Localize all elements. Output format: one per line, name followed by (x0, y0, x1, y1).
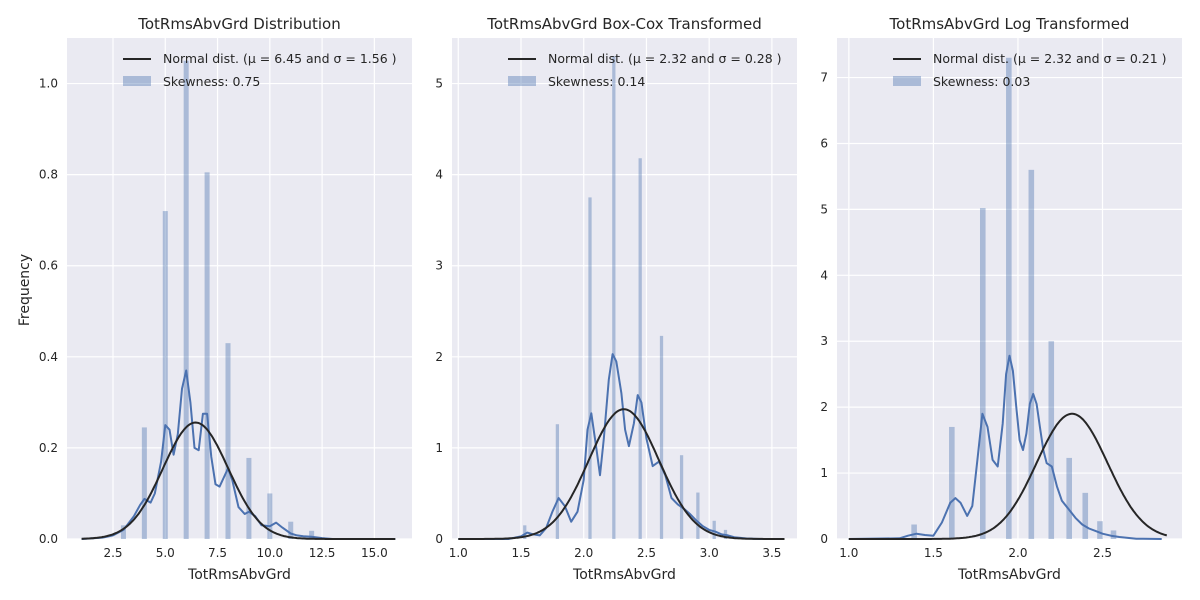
chart-title: TotRmsAbvGrd Log Transformed (889, 15, 1130, 33)
legend: Normal dist. (μ = 2.32 and σ = 0.28 ) Ske… (508, 51, 782, 89)
y-tick-label: 2 (435, 350, 443, 364)
histogram-bar (1082, 492, 1089, 539)
legend: Normal dist. (μ = 6.45 and σ = 1.56 ) Ske… (123, 51, 397, 89)
chart-panel-3: 1.0 1.5 2.0 2.5 0 1 2 3 4 5 6 7 TotRmsAbvGrd Log Tra… (820, 15, 1182, 583)
x-axis-label: TotRmsAbvGrd (187, 567, 291, 583)
y-tick-label: 4 (820, 268, 828, 282)
x-tick-label: 2.0 (574, 546, 593, 560)
y-tick-label: 0.4 (39, 350, 58, 364)
histogram-bar (1110, 530, 1117, 539)
histogram-bar (911, 524, 917, 539)
y-tick-label: 4 (435, 168, 443, 182)
legend-hist-swatch (893, 76, 921, 86)
histogram-bar (659, 335, 664, 539)
x-tick-label: 7.5 (208, 546, 227, 560)
histogram-bar (1028, 169, 1035, 539)
x-tick-label: 1.5 (924, 546, 943, 560)
plot-area (452, 38, 797, 539)
kde-line (81, 369, 396, 540)
y-tick-label: 0.6 (39, 259, 58, 273)
x-tick-label: 2.5 (637, 546, 656, 560)
y-tick-label: 5 (435, 77, 443, 91)
x-tick-label: 1.5 (511, 546, 530, 560)
legend-normal-label: Normal dist. (μ = 2.32 and σ = 0.28 ) (548, 51, 782, 66)
histogram-bar (309, 530, 315, 539)
normal-fit-line (81, 421, 396, 540)
x-tick-label: 10.0 (256, 546, 283, 560)
legend-hist-label: Skewness: 0.03 (933, 74, 1030, 89)
histogram-bar (612, 56, 616, 540)
histogram-bar (204, 172, 210, 540)
x-tick-label: 3.0 (700, 546, 719, 560)
histogram-bar (588, 197, 592, 539)
y-tick-label: 7 (820, 71, 828, 85)
normal-fit-line (848, 412, 1168, 540)
y-tick-label: 0.0 (39, 532, 58, 546)
y-tick-label: 1.0 (39, 77, 58, 91)
kde-line (458, 353, 785, 540)
y-tick-label: 0.2 (39, 441, 58, 455)
x-tick-label: 2.5 (1093, 546, 1112, 560)
x-tick-label: 1.0 (449, 546, 468, 560)
histogram-bar (949, 426, 955, 539)
normal-fit-line (458, 408, 785, 540)
histogram-bar (120, 525, 126, 539)
histogram-bar (183, 60, 189, 539)
y-tick-label: 5 (820, 202, 828, 216)
histogram-bar (162, 211, 168, 539)
y-tick-label: 0 (820, 532, 828, 546)
histogram-bar (1066, 457, 1072, 539)
histogram-bar (1048, 341, 1055, 539)
legend-hist-label: Skewness: 0.75 (163, 74, 260, 89)
histogram-bar (246, 457, 252, 539)
chart-panel-1: 2.5 5.0 7.5 10.0 12.5 15.0 0.0 0.2 0.4 0.6 0.8 1.0 T… (39, 15, 412, 583)
chart-panel-2: 1.0 1.5 2.0 2.5 3.0 3.5 0 1 2 3 4 5 TotRmsAbvGrd Box… (435, 15, 797, 583)
histogram-bar (979, 208, 986, 540)
x-axis-label: TotRmsAbvGrd (957, 567, 1061, 583)
histogram-bar (141, 427, 147, 539)
histogram-bar (696, 492, 700, 539)
histogram-bar (267, 493, 273, 539)
y-tick-label: 3 (820, 334, 828, 348)
y-tick-label: 6 (820, 136, 828, 150)
x-tick-label: 1.0 (839, 546, 858, 560)
histogram-bar (1097, 521, 1103, 539)
y-tick-label: 0 (435, 532, 443, 546)
chart-title: TotRmsAbvGrd Box-Cox Transformed (486, 15, 762, 33)
plot-area (837, 38, 1182, 539)
histogram-bar (679, 455, 684, 539)
histogram-bar (1006, 57, 1012, 540)
y-axis-label: Frequency (17, 254, 33, 326)
legend-hist-swatch (508, 76, 536, 86)
legend-normal-label: Normal dist. (μ = 6.45 and σ = 1.56 ) (163, 51, 397, 66)
x-tick-label: 15.0 (361, 546, 388, 560)
histogram-bar (225, 343, 231, 539)
histogram-bar (638, 158, 642, 540)
histogram-bar (712, 520, 716, 539)
histogram-bar (288, 521, 294, 539)
x-tick-label: 3.5 (762, 546, 781, 560)
x-axis-label: TotRmsAbvGrd (572, 567, 676, 583)
plot-area (67, 38, 412, 539)
y-tick-label: 0.8 (39, 168, 58, 182)
kde-line (848, 354, 1162, 540)
histogram-bar (523, 525, 527, 539)
y-tick-label: 1 (435, 441, 443, 455)
legend-normal-label: Normal dist. (μ = 2.32 and σ = 0.21 ) (933, 51, 1167, 66)
x-tick-label: 12.5 (309, 546, 336, 560)
legend-hist-swatch (123, 76, 151, 86)
x-tick-label: 2.0 (1008, 546, 1027, 560)
x-tick-label: 5.0 (156, 546, 175, 560)
legend: Normal dist. (μ = 2.32 and σ = 0.21 ) Ske… (893, 51, 1167, 89)
chart-title: TotRmsAbvGrd Distribution (137, 15, 341, 33)
legend-hist-label: Skewness: 0.14 (548, 74, 645, 89)
y-tick-label: 1 (820, 466, 828, 480)
y-tick-label: 3 (435, 259, 443, 273)
histogram-bar (555, 424, 560, 539)
x-tick-label: 2.5 (103, 546, 122, 560)
y-tick-label: 2 (820, 400, 828, 414)
